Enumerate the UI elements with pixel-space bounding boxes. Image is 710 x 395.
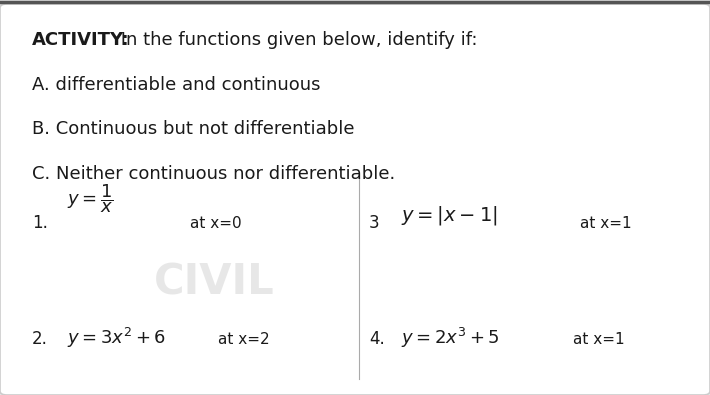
Text: at x=2: at x=2 — [218, 333, 270, 348]
Text: In the functions given below, identify if:: In the functions given below, identify i… — [115, 31, 478, 49]
Text: 3: 3 — [369, 214, 380, 232]
Text: C. Neither continuous nor differentiable.: C. Neither continuous nor differentiable… — [32, 165, 395, 182]
Text: 1.: 1. — [32, 214, 48, 232]
Text: A. differentiable and continuous: A. differentiable and continuous — [32, 76, 321, 94]
Text: $y = 3x^2 + 6$: $y = 3x^2 + 6$ — [67, 326, 166, 350]
Text: at x=1: at x=1 — [579, 216, 631, 231]
Text: at x=1: at x=1 — [572, 333, 624, 348]
Text: 4.: 4. — [369, 331, 385, 348]
Text: 2.: 2. — [32, 331, 48, 348]
Text: at x=0: at x=0 — [190, 216, 241, 231]
Text: CIVIL: CIVIL — [154, 261, 275, 304]
Text: ACTIVITY:: ACTIVITY: — [32, 31, 130, 49]
Text: $y = |x-1|$: $y = |x-1|$ — [400, 204, 497, 227]
Text: $y = \dfrac{1}{x}$: $y = \dfrac{1}{x}$ — [67, 182, 114, 215]
Text: B. Continuous but not differentiable: B. Continuous but not differentiable — [32, 120, 355, 138]
Text: $y = 2x^3 + 5$: $y = 2x^3 + 5$ — [400, 326, 499, 350]
